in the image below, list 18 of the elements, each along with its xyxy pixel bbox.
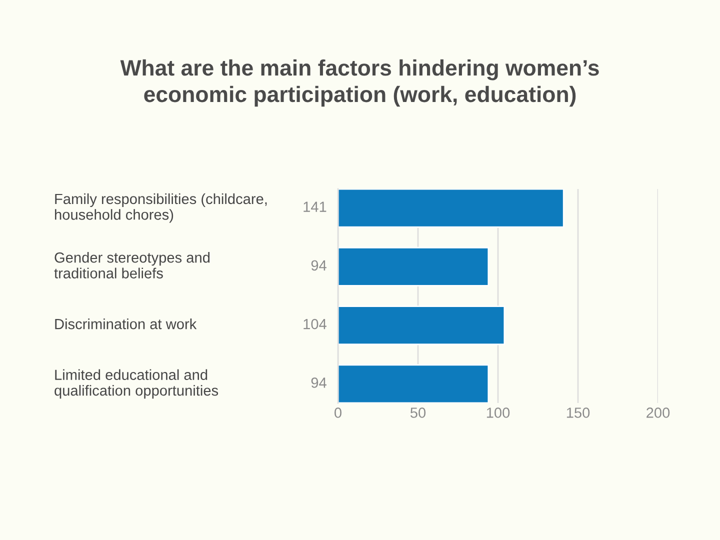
- data-label: 94: [311, 260, 326, 271]
- x-tick-label: 0: [334, 408, 342, 418]
- bar: [338, 364, 490, 403]
- data-label: 104: [304, 318, 326, 330]
- y-tick-label: Discrimination at work: [55, 318, 197, 330]
- chart-title: What are the main factors hindering women’s economic participation (work, education): [120, 59, 599, 107]
- bar: [338, 306, 506, 346]
- y-tick-label: Limited educational and qualification opportunities: [54, 369, 218, 399]
- y-tick-label: Gender stereotypes and traditional beliefs: [54, 252, 210, 278]
- x-tick-label: 150: [566, 408, 590, 418]
- data-label: 141: [304, 202, 326, 212]
- y-tick-label: Family responsibilities (childcare, household chores): [55, 193, 267, 223]
- bar: [338, 246, 490, 286]
- x-tick-label: 50: [410, 408, 426, 418]
- x-tick-label: 100: [486, 408, 510, 418]
- bar: [338, 189, 564, 228]
- x-tick-label: 200: [646, 408, 670, 418]
- data-label: 94: [311, 378, 326, 388]
